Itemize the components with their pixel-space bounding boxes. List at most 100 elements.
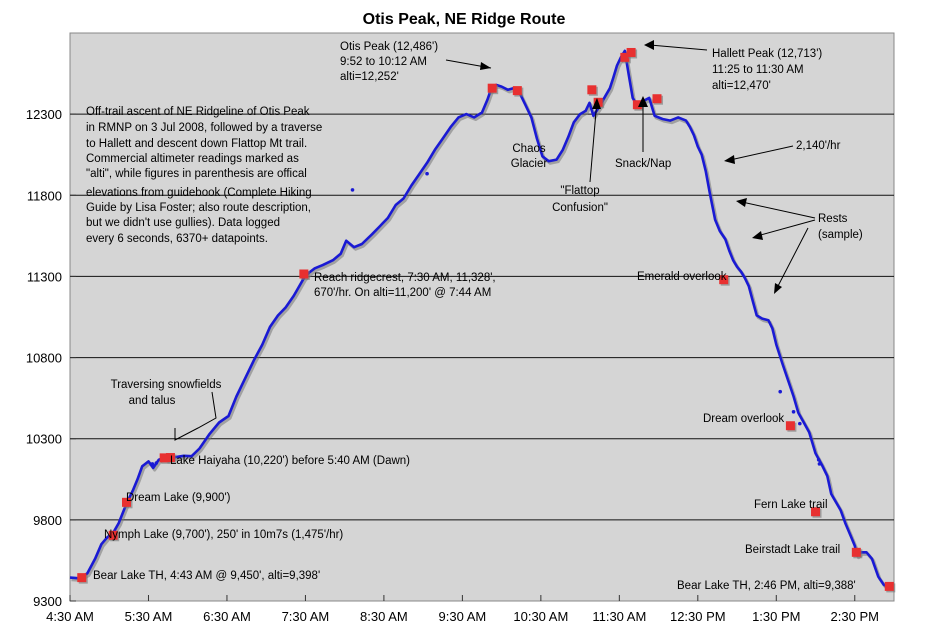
traversing-label-1: Traversing snowfields — [111, 379, 222, 391]
snack-nap-label: Snack/Nap — [615, 158, 671, 170]
y-tick-label: 10300 — [26, 432, 62, 447]
x-tick-label: 7:30 AM — [282, 609, 330, 624]
flattop-confusion-label-1: "Flattop — [560, 185, 599, 197]
hallett-peak-label-1: Hallett Peak (12,713') — [712, 48, 822, 60]
series-layer — [69, 49, 890, 591]
rests-arrowhead-3 — [774, 283, 782, 294]
description-line-1: Off-trail ascent of NE Ridgeline of Otis… — [86, 106, 310, 118]
bear-lake-start-label: Bear Lake TH, 4:43 AM @ 9,450', alti=9,3… — [93, 570, 320, 582]
otis-peak-arrowhead — [480, 62, 491, 70]
waypoint-marker — [587, 85, 597, 95]
hallett-peak-label-2: 11:25 to 11:30 AM — [712, 64, 804, 76]
bear-lake-end-label: Bear Lake TH, 2:46 PM, alti=9,388' — [677, 580, 856, 592]
annotation-arrowheads — [480, 40, 782, 294]
otis-peak-label-2: 9:52 to 10:12 AM — [340, 56, 427, 68]
otis-peak-label-3: alti=12,252' — [340, 71, 399, 83]
rests-arrow-1 — [741, 201, 816, 219]
ridgecrest-label-2: 670'/hr. On alti=11,200' @ 7:44 AM — [314, 287, 491, 299]
description-line-6: elevations from guidebook (Complete Hiki… — [86, 187, 312, 199]
y-tick-label: 11300 — [27, 269, 62, 284]
flattop-confusion-arrow — [589, 99, 598, 183]
rate-arrow — [729, 145, 794, 161]
stray-point — [425, 171, 429, 176]
rests-arrowhead-2 — [752, 231, 763, 240]
stray-point — [350, 188, 355, 192]
waypoint-marker — [108, 530, 118, 540]
hallett-peak-arrow — [649, 44, 708, 51]
waypoint-marker — [785, 421, 795, 431]
description-line-7: Guide by Lisa Foster; also route descrip… — [86, 202, 311, 214]
waypoint-marker — [620, 52, 630, 62]
ridgecrest-label-1: Reach ridgecrest, 7:30 AM, 11,328', — [314, 272, 496, 284]
stray-point — [816, 458, 821, 462]
waypoint-marker — [299, 269, 309, 279]
x-tick-label: 9:30 AM — [439, 609, 487, 624]
stray-points — [150, 171, 822, 466]
waypoint-marker — [512, 86, 522, 96]
waypoint-marker — [487, 83, 497, 93]
waypoint-marker — [77, 573, 87, 583]
waypoint-markers — [77, 47, 896, 593]
otis-peak-label-1: Otis Peak (12,486') — [340, 41, 438, 53]
nymph-lake-label: Nymph Lake (9,700'), 250' in 10m7s (1,47… — [104, 529, 343, 541]
x-tick-label: 6:30 AM — [203, 609, 251, 624]
waypoint-marker — [652, 94, 662, 104]
waypoint-marker — [632, 100, 642, 110]
waypoint-marker — [122, 497, 132, 507]
x-tick-label: 4:30 AM — [46, 609, 94, 624]
description-line-5: "alti", while figures in parenthesis are… — [86, 168, 307, 180]
hallett-peak-label-3: alti=12,470' — [712, 80, 771, 92]
y-axis-ticks: 9300 9800 10300 10800 11300 11800 12300 — [26, 107, 76, 609]
rests-label-2: (sample) — [818, 229, 863, 241]
y-tick-label: 10800 — [26, 351, 62, 366]
waypoint-marker — [884, 581, 894, 591]
stray-point — [778, 389, 783, 394]
stray-point — [798, 421, 802, 426]
lake-haiyaha-label: Lake Haiyaha (10,220') before 5:40 AM (D… — [170, 455, 410, 467]
rests-arrow-2 — [756, 219, 816, 237]
flattop-confusion-arrowhead — [592, 98, 601, 109]
waypoint-marker — [719, 275, 729, 285]
x-tick-label: 12:30 PM — [670, 609, 726, 624]
x-tick-label: 5:30 AM — [125, 609, 173, 624]
stray-point — [150, 462, 155, 466]
description-line-2: in RMNP on 3 Jul 2008, followed by a tra… — [86, 122, 322, 134]
rests-arrow-3 — [776, 227, 809, 289]
description-line-3: to Hallett and descent down Flattop Mt t… — [86, 138, 307, 150]
chart-title: Otis Peak, NE Ridge Route — [363, 11, 566, 28]
chaos-glacier-label-2: Glacier — [511, 158, 548, 170]
emerald-overlook-label: Emerald overlook — [637, 271, 727, 283]
plot-area — [69, 32, 895, 602]
x-tick-label: 11:30 AM — [592, 609, 646, 624]
x-tick-label: 1:30 PM — [752, 609, 800, 624]
waypoint-marker — [626, 47, 636, 57]
elevation-series-line — [69, 49, 889, 589]
stray-point — [817, 462, 822, 466]
x-tick-label: 2:30 PM — [831, 609, 879, 624]
flattop-confusion-label-2: Confusion" — [552, 202, 608, 214]
description-line-9: every 6 seconds, 6370+ datapoints. — [86, 233, 268, 245]
x-tick-label: 8:30 AM — [360, 609, 408, 624]
x-tick-label: 10:30 AM — [513, 609, 568, 624]
annotations: Otis Peak (12,486') 9:52 to 10:12 AM alt… — [86, 41, 863, 592]
stray-point — [154, 461, 159, 465]
rate-arrowhead — [724, 155, 735, 164]
fern-lake-trail-label: Fern Lake trail — [754, 499, 828, 511]
waypoint-marker — [851, 547, 861, 557]
traverse-bracket — [174, 391, 217, 441]
traversing-label-2: and talus — [129, 395, 176, 407]
rests-label-1: Rests — [818, 213, 848, 225]
snack-nap-arrowhead — [638, 96, 648, 107]
description-line-8: but we didn't use gullies). Data logged — [86, 217, 280, 229]
waypoint-marker — [811, 507, 821, 517]
rate-label: 2,140'/hr — [796, 140, 841, 152]
hallett-peak-arrowhead — [644, 40, 654, 50]
y-tick-label: 9300 — [33, 594, 62, 609]
waypoint-marker — [159, 453, 169, 463]
dream-overlook-label: Dream overlook — [703, 413, 784, 425]
y-tick-label: 9800 — [33, 513, 62, 528]
waypoint-marker — [165, 453, 175, 463]
dream-lake-label: Dream Lake (9,900') — [126, 492, 231, 504]
stray-point — [791, 409, 796, 414]
